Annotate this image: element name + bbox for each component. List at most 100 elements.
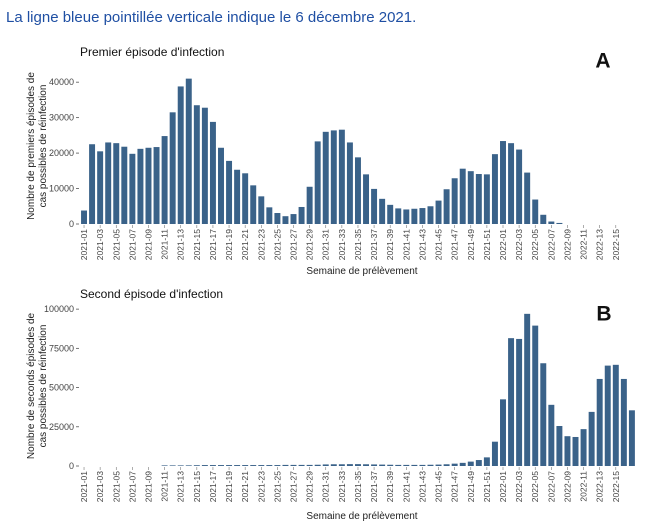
bar bbox=[508, 143, 515, 224]
x-tick-label: 2021-17 bbox=[208, 229, 218, 260]
bar bbox=[274, 465, 281, 466]
x-tick-label: 2021-37 bbox=[369, 471, 379, 502]
bar bbox=[282, 216, 289, 224]
x-tick-label: 2022-05 bbox=[530, 229, 540, 260]
bar bbox=[379, 464, 386, 466]
y-tick-label: 40000 bbox=[49, 77, 74, 87]
x-tick-label: 2022-15 bbox=[611, 229, 621, 260]
bar bbox=[451, 178, 458, 224]
bar bbox=[628, 410, 635, 466]
bar bbox=[306, 186, 313, 224]
bar bbox=[475, 460, 482, 466]
bar bbox=[475, 174, 482, 224]
x-tick-label: 2021-11 bbox=[160, 471, 170, 502]
bar bbox=[250, 465, 257, 466]
bar bbox=[89, 144, 96, 224]
bar bbox=[524, 313, 531, 466]
bar bbox=[201, 465, 208, 466]
panel-label-a: A bbox=[595, 50, 610, 73]
x-tick-label: 2022-07 bbox=[546, 471, 556, 502]
bar bbox=[306, 464, 313, 466]
x-tick-label: 2022-05 bbox=[530, 471, 540, 502]
chart-b-title: Second épisode d'infection bbox=[80, 287, 223, 301]
y-tick-label: 25000 bbox=[49, 422, 74, 432]
bar bbox=[419, 208, 426, 224]
x-tick-label: 2021-21 bbox=[240, 229, 250, 260]
bar bbox=[338, 464, 345, 466]
bar bbox=[443, 464, 450, 466]
bar bbox=[201, 107, 208, 224]
bar bbox=[266, 207, 273, 224]
bar bbox=[419, 464, 426, 466]
x-tick-label: 2022-01 bbox=[498, 471, 508, 502]
x-tick-label: 2021-43 bbox=[417, 229, 427, 260]
x-tick-label: 2021-51 bbox=[482, 229, 492, 260]
x-tick-label: 2021-25 bbox=[272, 471, 282, 502]
x-tick-label: 2021-31 bbox=[321, 229, 331, 260]
bar bbox=[532, 199, 539, 224]
bar bbox=[161, 136, 168, 224]
x-tick-label: 2021-27 bbox=[289, 471, 299, 502]
bar bbox=[274, 213, 281, 224]
bar bbox=[242, 465, 249, 466]
y-tick-label: 10000 bbox=[49, 184, 74, 194]
chart-caption: La ligne bleue pointillée verticale indi… bbox=[6, 9, 417, 26]
bar bbox=[443, 189, 450, 224]
y-tick-label: 30000 bbox=[49, 113, 74, 123]
x-tick-label: 2022-03 bbox=[514, 471, 524, 502]
bar bbox=[411, 208, 418, 224]
x-tick-label: 2021-37 bbox=[369, 229, 379, 260]
bar bbox=[564, 436, 571, 466]
bar bbox=[226, 465, 233, 466]
bar bbox=[298, 206, 305, 224]
bar bbox=[403, 464, 410, 466]
x-tick-label: 2021-09 bbox=[143, 471, 153, 502]
x-tick-label: 2021-49 bbox=[466, 471, 476, 502]
bar bbox=[459, 168, 466, 224]
bar bbox=[314, 464, 321, 466]
bar bbox=[524, 172, 531, 224]
y-tick-label: 100000 bbox=[44, 304, 74, 314]
y-tick-label: 0 bbox=[69, 461, 74, 471]
bar bbox=[435, 200, 442, 224]
bar bbox=[556, 426, 563, 466]
bar bbox=[209, 121, 216, 224]
y-tick-label: 20000 bbox=[49, 148, 74, 158]
x-tick-label: 2021-19 bbox=[224, 229, 234, 260]
x-tick-label: 2021-05 bbox=[111, 229, 121, 260]
x-tick-label: 2022-01 bbox=[498, 229, 508, 260]
x-tick-label: 2021-49 bbox=[466, 229, 476, 260]
bar bbox=[363, 174, 370, 224]
x-tick-label: 2021-19 bbox=[224, 471, 234, 502]
x-tick-label: 2021-35 bbox=[353, 229, 363, 260]
bar bbox=[572, 436, 579, 466]
bar bbox=[346, 142, 353, 224]
x-tick-label: 2021-35 bbox=[353, 471, 363, 502]
bar bbox=[483, 174, 490, 224]
x-tick-label: 2021-21 bbox=[240, 471, 250, 502]
bar bbox=[427, 464, 434, 466]
bar bbox=[459, 462, 466, 466]
x-tick-label: 2021-47 bbox=[450, 229, 460, 260]
bar bbox=[371, 188, 378, 224]
bar bbox=[282, 464, 289, 466]
x-tick-label: 2021-01 bbox=[79, 229, 89, 260]
x-tick-label: 2021-27 bbox=[289, 229, 299, 260]
x-tick-label: 2021-43 bbox=[417, 471, 427, 502]
bar bbox=[226, 160, 233, 224]
x-tick-label: 2022-09 bbox=[562, 229, 572, 260]
bar bbox=[185, 78, 192, 224]
x-tick-label: 2022-13 bbox=[595, 471, 605, 502]
bar bbox=[532, 325, 539, 466]
x-tick-label: 2021-07 bbox=[127, 229, 137, 260]
y-tick-label: 0 bbox=[69, 219, 74, 229]
x-tick-label: 2021-41 bbox=[401, 471, 411, 502]
y-axis-title-b-line1: Nombre de seconds épisodes de bbox=[26, 312, 37, 459]
x-tick-label: 2022-15 bbox=[611, 471, 621, 502]
bar bbox=[346, 464, 353, 466]
bar bbox=[500, 399, 506, 466]
x-tick-label: 2021-17 bbox=[208, 471, 218, 502]
x-tick-label: 2021-11 bbox=[160, 229, 170, 260]
x-tick-label: 2021-13 bbox=[176, 471, 186, 502]
bar bbox=[177, 465, 184, 466]
